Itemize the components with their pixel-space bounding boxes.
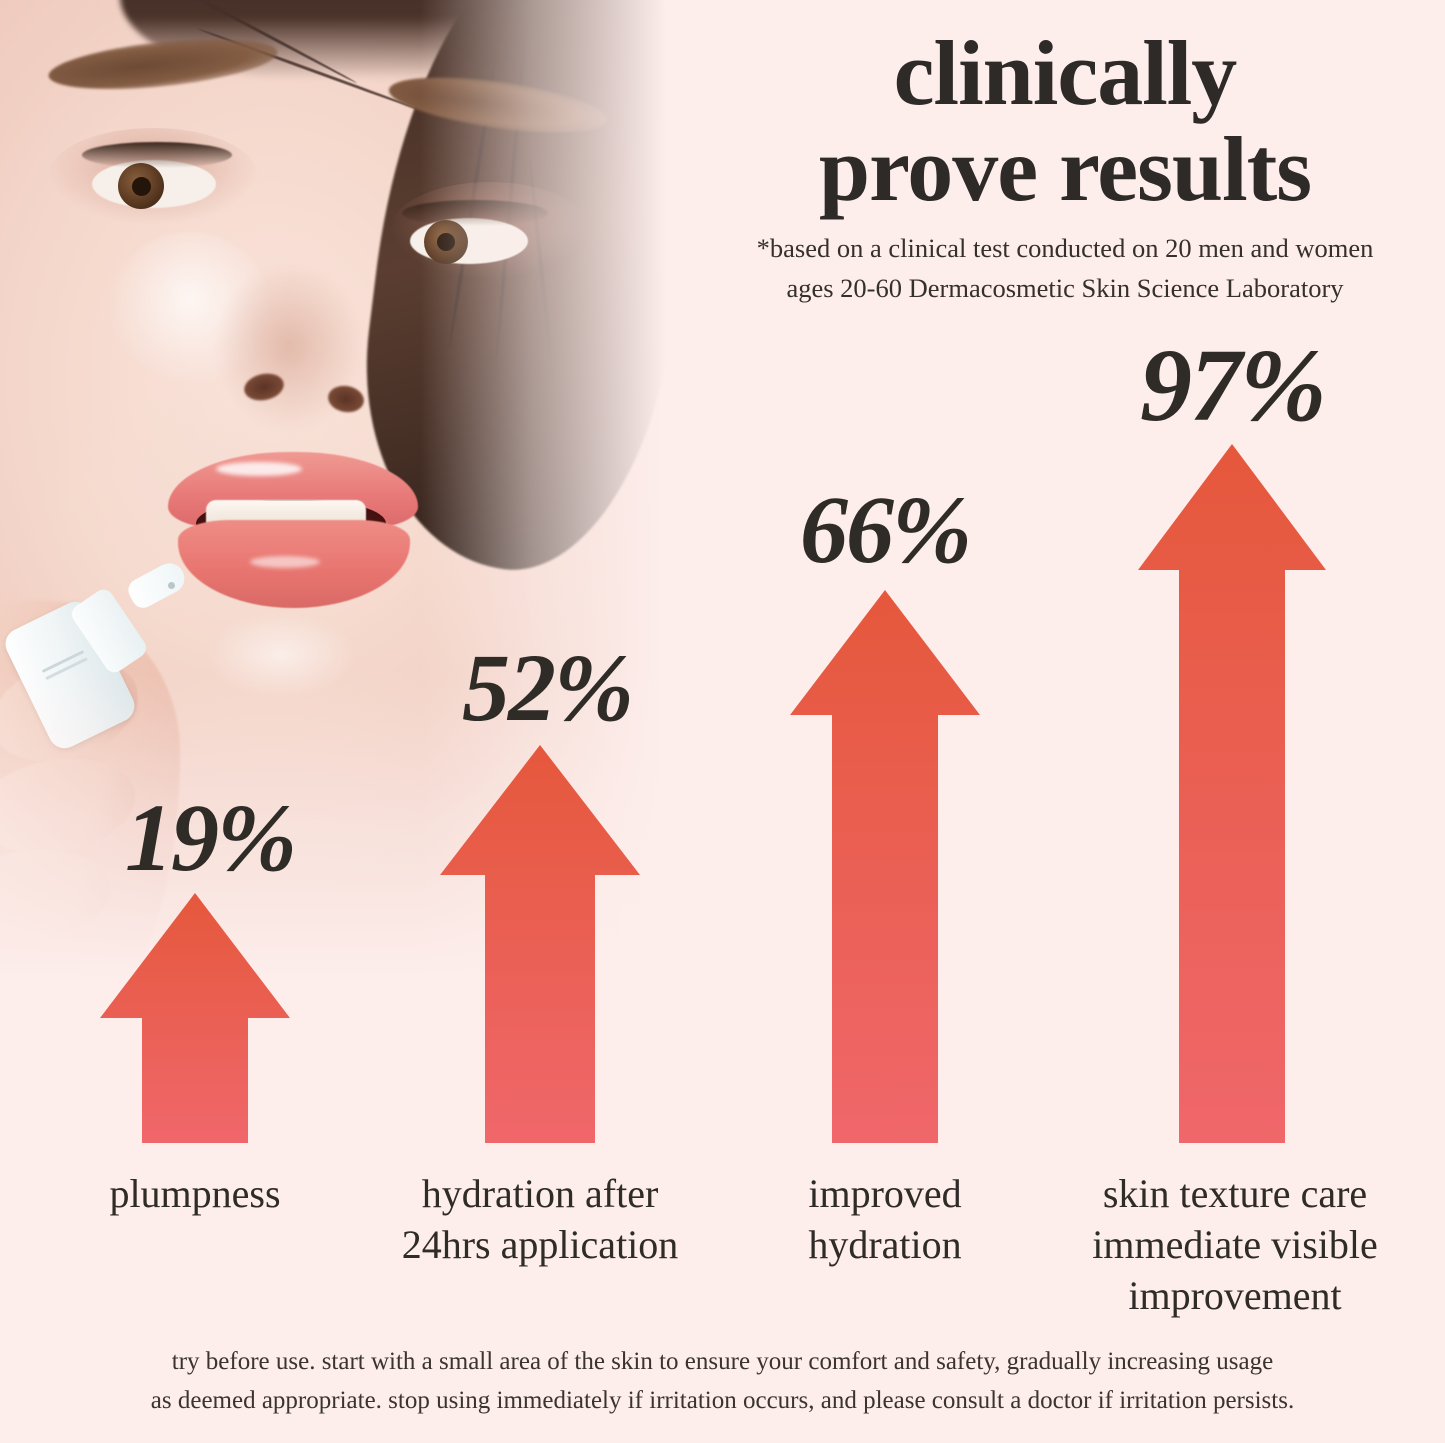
stat-value-improved-hydration: 66% [800,476,972,583]
photo-canvas [0,0,700,1010]
page-title: clinically prove results [700,22,1430,220]
lip-gloss-highlight [250,556,320,568]
usage-disclaimer: try before use. start with a small area … [60,1343,1385,1421]
usage-disclaimer-line-2: as deemed appropriate. stop using immedi… [150,1386,1295,1414]
stat-caption-improved-hydration: improved hydration [808,1171,962,1268]
clinical-test-note-line-1: *based on a clinical test conducted on 2… [756,233,1374,263]
stat-value-skin-texture: 97% [1140,328,1327,443]
stat-value-hydration-24hrs: 52% [462,634,634,741]
applicator-tip-dot [168,582,175,589]
lip-gloss-highlight [216,462,302,476]
stat-caption-skin-texture: skin texture care immediate visible impr… [1092,1171,1378,1319]
arrow-improved-hydration [790,590,980,1143]
eyelash-left [82,142,232,168]
model-photo [0,0,700,1010]
page-title-line-1: clinically [893,22,1238,124]
clinical-test-note-line-2: ages 20-60 Dermacosmetic Skin Science La… [786,273,1344,304]
stat-value-plumpness: 19% [125,784,297,891]
usage-disclaimer-line-1: try before use. start with a small area … [171,1348,1274,1375]
stat-caption-plumpness: plumpness [109,1171,281,1216]
arrow-hydration-24hrs [440,745,640,1143]
page-title-line-2: prove results [818,117,1312,220]
pupil-left [132,177,151,196]
arrow-plumpness [100,893,290,1143]
stat-caption-hydration-24hrs: hydration after 24hrs application [401,1171,679,1268]
arrow-skin-texture [1138,444,1326,1143]
clinical-test-note: *based on a clinical test conducted on 2… [700,228,1430,309]
